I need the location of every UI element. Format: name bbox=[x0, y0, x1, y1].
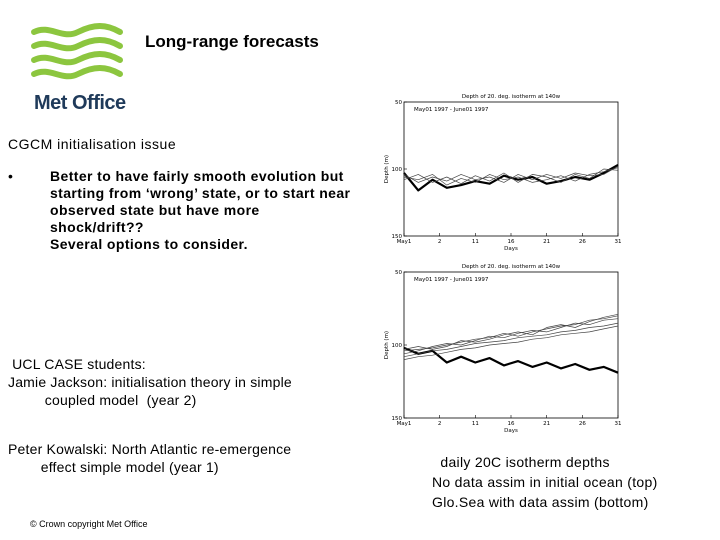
series-line-model bbox=[403, 315, 619, 352]
chart-bottom: Depth of 20. deg. isotherm at 140w May01 … bbox=[384, 264, 622, 434]
series-line-model bbox=[403, 168, 619, 185]
y-axis-label: Depth (m) bbox=[384, 331, 390, 359]
plot-frame bbox=[403, 271, 619, 419]
x-tick-label: 11 bbox=[472, 239, 479, 245]
y-tick-label: 100 bbox=[392, 167, 403, 173]
y-tick-label: 50 bbox=[395, 100, 402, 106]
date-label: May01 1997 - June01 1997 bbox=[414, 107, 489, 113]
bullet-line: shock/drift?? bbox=[50, 219, 144, 235]
bullet-text: Better to have fairly smooth evolution b… bbox=[50, 168, 380, 253]
y-tick-label: 150 bbox=[392, 234, 403, 240]
chart-title: Depth of 20. deg. isotherm at 140w bbox=[462, 264, 561, 270]
series-line-observed bbox=[403, 346, 619, 374]
x-tick-label: 16 bbox=[508, 421, 515, 427]
series-line-model bbox=[403, 165, 619, 183]
bullet-line: starting from ‘wrong’ state, or to start… bbox=[50, 185, 351, 201]
section-heading: CGCM initialisation issue bbox=[8, 136, 177, 152]
peter-line: effect simple model (year 1) bbox=[8, 459, 219, 475]
peter-block: Peter Kowalski: North Atlantic re-emerge… bbox=[8, 440, 291, 476]
x-tick-label: 26 bbox=[579, 421, 586, 427]
series-line-model bbox=[403, 318, 619, 355]
caption-line: No data assim in initial ocean (top) bbox=[432, 474, 658, 490]
x-tick-label: 31 bbox=[615, 239, 622, 245]
students-line: coupled model (year 2) bbox=[8, 392, 197, 408]
bullet-line: Better to have fairly smooth evolution b… bbox=[50, 168, 344, 184]
plot-frame bbox=[403, 101, 619, 237]
x-tick-label: 2 bbox=[438, 239, 442, 245]
logo-text: Met Office bbox=[34, 92, 126, 114]
x-tick-label: 26 bbox=[579, 239, 586, 245]
series-line-model bbox=[403, 313, 619, 350]
met-office-logo-icon bbox=[31, 23, 123, 80]
x-tick-label: 21 bbox=[543, 421, 550, 427]
students-line: Jamie Jackson: initialisation theory in … bbox=[8, 374, 292, 390]
x-tick-label: May1 bbox=[397, 421, 412, 427]
y-tick-label: 150 bbox=[392, 416, 403, 422]
x-tick-label: 2 bbox=[438, 421, 442, 427]
caption-line: daily 20C isotherm depths bbox=[432, 454, 610, 470]
bullet-line: observed state but have more bbox=[50, 202, 260, 218]
copyright-notice: © Crown copyright Met Office bbox=[30, 519, 148, 529]
bullet-marker: • bbox=[8, 168, 13, 184]
x-axis-label: Days bbox=[504, 428, 518, 434]
x-tick-label: May1 bbox=[397, 239, 412, 245]
caption-line: Glo.Sea with data assim (bottom) bbox=[432, 494, 649, 510]
x-tick-label: 11 bbox=[472, 421, 479, 427]
series-line-model bbox=[403, 322, 619, 358]
peter-line: Peter Kowalski: North Atlantic re-emerge… bbox=[8, 441, 292, 457]
y-tick-label: 50 bbox=[395, 270, 402, 276]
x-tick-label: 16 bbox=[508, 239, 515, 245]
bullet-line: Several options to consider. bbox=[50, 236, 248, 252]
x-tick-label: 31 bbox=[615, 421, 622, 427]
slide-title: Long-range forecasts bbox=[145, 32, 319, 51]
y-tick-label: 100 bbox=[392, 343, 403, 349]
x-tick-label: 21 bbox=[543, 239, 550, 245]
students-block: UCL CASE students: Jamie Jackson: initia… bbox=[8, 355, 292, 409]
date-label: May01 1997 - June01 1997 bbox=[414, 277, 489, 283]
chart-top: Depth of 20. deg. isotherm at 140w May01 … bbox=[384, 94, 622, 252]
figure-caption: daily 20C isotherm depths No data assim … bbox=[432, 452, 658, 512]
series-line-model bbox=[403, 325, 619, 360]
x-axis-label: Days bbox=[504, 246, 518, 252]
chart-title: Depth of 20. deg. isotherm at 140w bbox=[462, 94, 561, 100]
students-line: UCL CASE students: bbox=[8, 356, 146, 372]
y-axis-label: Depth (m) bbox=[384, 155, 390, 183]
